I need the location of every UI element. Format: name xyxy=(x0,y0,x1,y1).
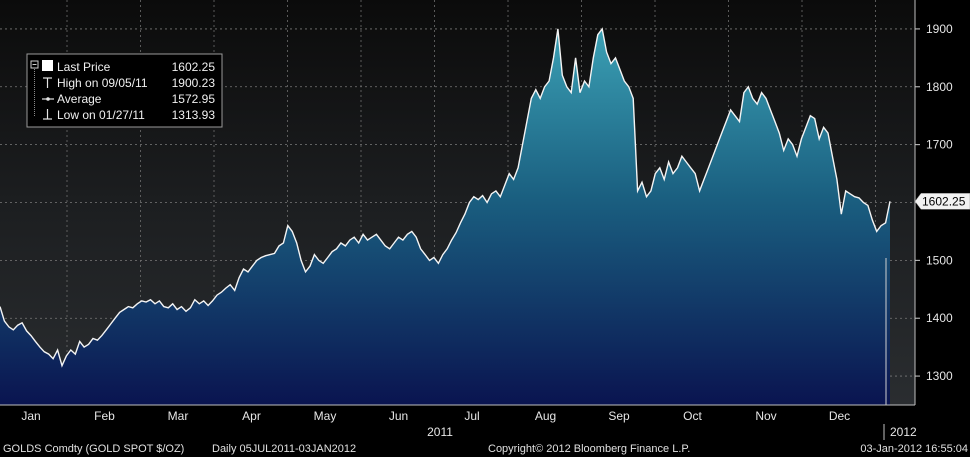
footer-frequency: Daily 05JUL2011-03JAN2012 xyxy=(212,443,356,455)
y-tick-label-1800: 1800 xyxy=(926,80,953,94)
average-marker-icon xyxy=(42,97,54,101)
y-tick-label-1400: 1400 xyxy=(926,311,953,325)
x-tick-label-Jan: Jan xyxy=(21,409,40,423)
footer-timestamp: 03-Jan-2012 16:55:04 xyxy=(860,443,968,455)
x-tick-label-Nov: Nov xyxy=(755,409,776,423)
y-tick-label-1700: 1700 xyxy=(926,138,953,152)
x-tick-label-Mar: Mar xyxy=(168,409,189,423)
y-tick-label-1500: 1500 xyxy=(926,253,953,267)
legend-value-last-price: 1602.25 xyxy=(172,60,216,74)
x-tick-label-Dec: Dec xyxy=(829,409,850,423)
legend: Last Price 1602.25 High on 09/05/11 1900… xyxy=(26,53,223,128)
legend-label-last-price: Last Price xyxy=(57,60,111,74)
legend-value-average: 1572.95 xyxy=(172,92,216,106)
x-tick-label-Jul: Jul xyxy=(464,409,479,423)
last-price-badge: 1602.25 xyxy=(914,193,970,210)
x-tick-label-Oct: Oct xyxy=(683,409,702,423)
legend-value-high: 1900.23 xyxy=(172,76,216,90)
x-axis-ticks: Jan Feb Mar Apr May Jun Jul Aug Sep Oct Nov Dec xyxy=(21,409,850,423)
y-tick-label-1300: 1300 xyxy=(926,369,953,383)
legend-label-high: High on 09/05/11 xyxy=(57,76,148,90)
legend-box xyxy=(26,53,223,128)
x-tick-label-Feb: Feb xyxy=(94,409,115,423)
footer-instrument: GOLDS Comdty (GOLD SPOT $/OZ) xyxy=(3,443,184,455)
price-line xyxy=(0,27,891,368)
legend-expand-icon[interactable] xyxy=(30,60,39,69)
x-tick-label-Apr: Apr xyxy=(242,409,261,423)
footer-copyright: Copyright© 2012 Bloomberg Finance L.P. xyxy=(488,443,690,455)
price-area xyxy=(0,28,890,406)
y-tick-label-1900: 1900 xyxy=(926,22,953,36)
year-label-next: 2012 xyxy=(890,425,917,439)
legend-value-low: 1313.93 xyxy=(172,108,216,122)
legend-label-average: Average xyxy=(57,92,102,106)
legend-label-low: Low on 01/27/11 xyxy=(57,108,145,122)
x-axis-panel xyxy=(0,405,970,457)
year-label: 2011 xyxy=(427,425,453,439)
x-tick-label-Sep: Sep xyxy=(608,409,630,423)
low-marker-icon xyxy=(43,109,52,120)
last-price-swatch-icon xyxy=(42,60,53,71)
x-tick-label-May: May xyxy=(314,409,337,423)
x-tick-label-Aug: Aug xyxy=(535,409,556,423)
high-marker-icon xyxy=(43,77,52,88)
x-tick-label-Jun: Jun xyxy=(389,409,408,423)
last-price-badge-label: 1602.25 xyxy=(922,194,966,208)
